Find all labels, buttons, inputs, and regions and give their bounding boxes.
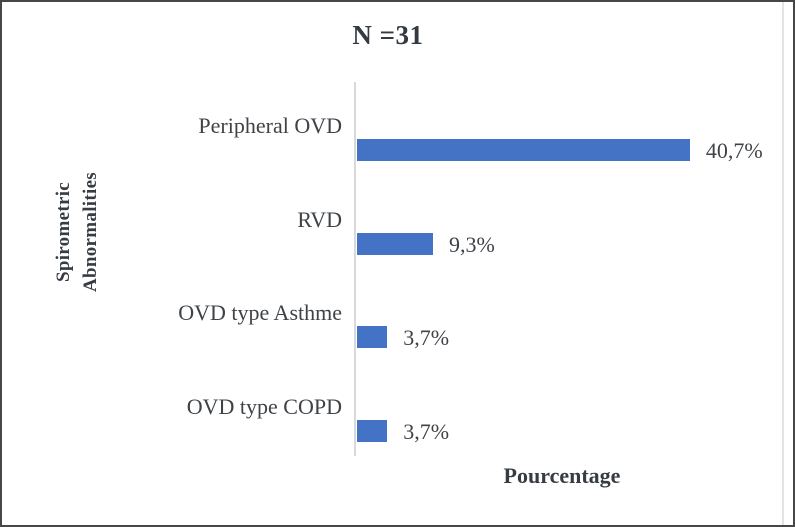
value-label: 9,3% <box>449 231 495 257</box>
chart-title: N =31 <box>352 20 424 50</box>
bar <box>357 326 388 348</box>
x-axis-title: Pourcentage <box>503 463 621 488</box>
category-row: RVD 9,3% <box>2 176 723 270</box>
category-label: RVD <box>297 206 342 232</box>
category-row: OVD type COPD 3,7% <box>2 363 723 457</box>
plot-area: Peripheral OVD 40,7% RVD 9,3% OVD type A… <box>2 82 763 457</box>
value-label: 3,7% <box>403 418 450 444</box>
bar <box>357 232 434 255</box>
value-label: 3,7% <box>403 325 450 350</box>
bar-track: 3,7% <box>355 363 723 457</box>
category-row: OVD type Asthme 3,7% <box>2 269 723 363</box>
bar <box>357 139 690 161</box>
bar-track: 40,7% <box>355 82 763 176</box>
bar-track: 3,7% <box>355 269 723 363</box>
category-label: Peripheral OVD <box>198 113 342 138</box>
category-row: Peripheral OVD 40,7% <box>2 82 763 176</box>
y-axis-line <box>354 82 356 456</box>
category-label: OVD type COPD <box>186 393 342 419</box>
bar-track: 9,3% <box>355 176 723 270</box>
value-label: 40,7% <box>705 138 763 163</box>
scan-artifact-line <box>782 2 784 525</box>
bar <box>357 419 388 442</box>
category-label: OVD type Asthme <box>178 300 342 325</box>
